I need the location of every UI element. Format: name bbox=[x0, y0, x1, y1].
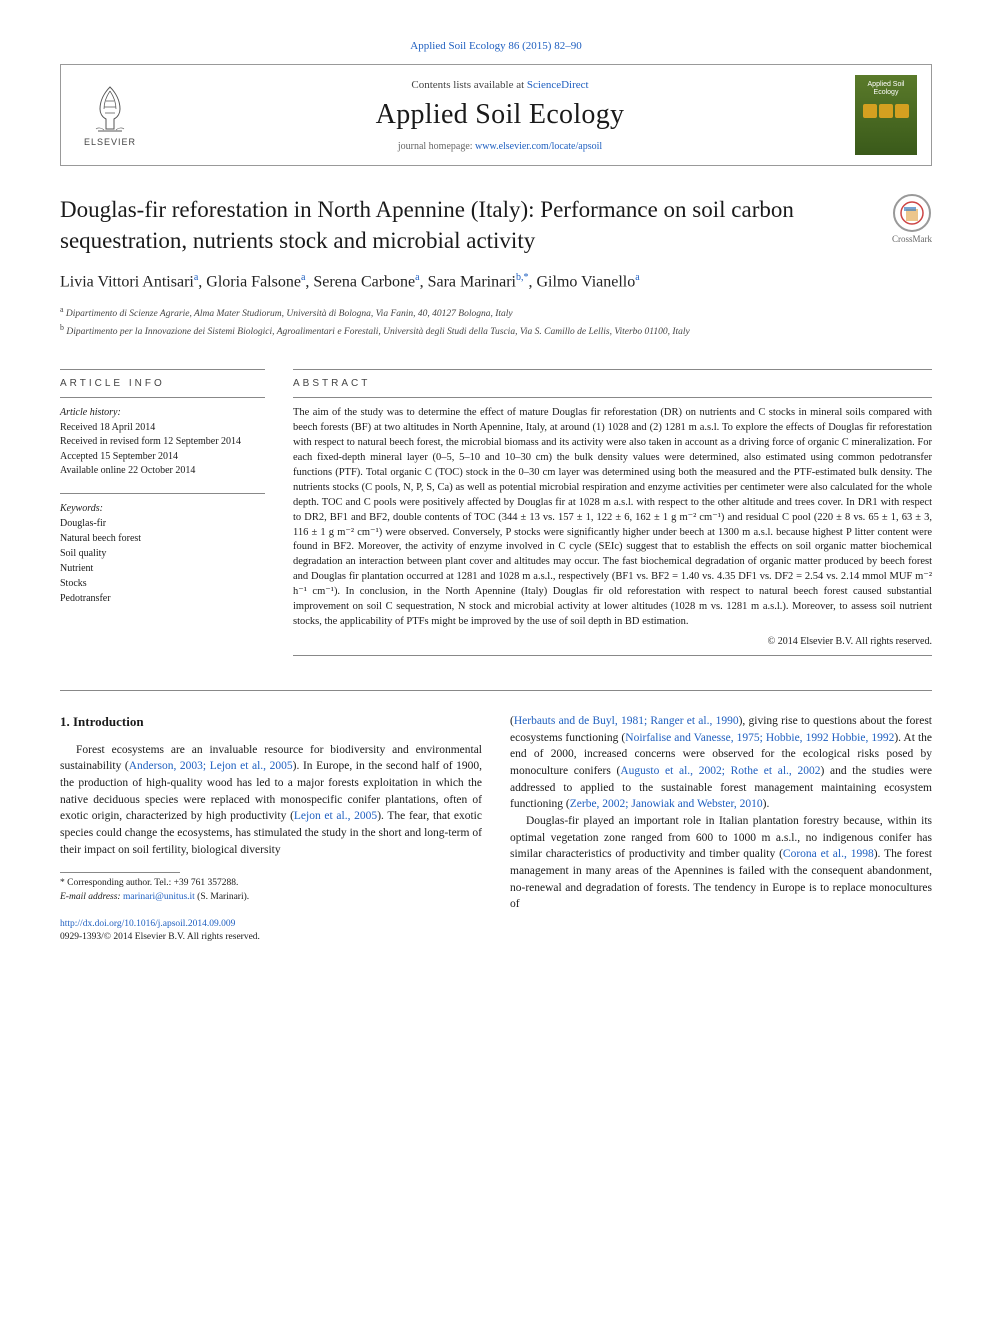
keywords-label: Keywords: bbox=[60, 502, 265, 517]
history-line: Received 18 April 2014 bbox=[60, 421, 265, 436]
contents-line: Contents lists available at ScienceDirec… bbox=[145, 79, 855, 91]
elsevier-tree-icon bbox=[86, 83, 134, 135]
intro-paragraph-2: Douglas-fir played an important role in … bbox=[510, 813, 932, 913]
affiliation-b: b Dipartimento per la Innovazione dei Si… bbox=[60, 322, 932, 339]
keyword: Nutrient bbox=[60, 561, 265, 576]
sciencedirect-link[interactable]: ScienceDirect bbox=[527, 79, 589, 91]
keywords: Keywords: Douglas-firNatural beech fores… bbox=[60, 502, 265, 607]
issn-copyright: 0929-1393/© 2014 Elsevier B.V. All right… bbox=[60, 931, 482, 944]
keyword: Douglas-fir bbox=[60, 516, 265, 531]
citation: Zerbe, 2002; Janowiak and Webster, 2010 bbox=[570, 798, 763, 810]
journal-header: ELSEVIER Contents lists available at Sci… bbox=[60, 64, 932, 166]
cover-icon bbox=[863, 104, 877, 118]
intro-paragraph-1-cont: (Herbauts and de Buyl, 1981; Ranger et a… bbox=[510, 713, 932, 813]
article-info-heading: ARTICLE INFO bbox=[60, 378, 265, 389]
article-history: Article history: Received 18 April 2014R… bbox=[60, 406, 265, 479]
history-line: Received in revised form 12 September 20… bbox=[60, 435, 265, 450]
abstract: ABSTRACT The aim of the study was to det… bbox=[293, 361, 932, 664]
citation: Augusto et al., 2002; Rothe et al., 2002 bbox=[620, 765, 820, 777]
citation: Herbauts and de Buyl, 1981; Ranger et al… bbox=[514, 715, 739, 727]
cover-icons bbox=[863, 104, 909, 118]
keyword: Soil quality bbox=[60, 546, 265, 561]
keyword: Stocks bbox=[60, 576, 265, 591]
publisher-logo: ELSEVIER bbox=[75, 75, 145, 155]
corresponding-tel: * Corresponding author. Tel.: +39 761 35… bbox=[60, 877, 482, 890]
citation: Corona et al., 1998 bbox=[783, 848, 874, 860]
article-footer: http://dx.doi.org/10.1016/j.apsoil.2014.… bbox=[60, 918, 482, 945]
corresponding-email-line: E-mail address: marinari@unitus.it (S. M… bbox=[60, 891, 482, 904]
corresponding-email-link[interactable]: marinari@unitus.it bbox=[123, 892, 195, 902]
doi-link[interactable]: http://dx.doi.org/10.1016/j.apsoil.2014.… bbox=[60, 919, 235, 929]
abstract-copyright: © 2014 Elsevier B.V. All rights reserved… bbox=[293, 636, 932, 647]
homepage-line: journal homepage: www.elsevier.com/locat… bbox=[145, 141, 855, 152]
corresponding-author-note: * Corresponding author. Tel.: +39 761 35… bbox=[60, 877, 482, 904]
intro-paragraph-1: Forest ecosystems are an invaluable reso… bbox=[60, 742, 482, 859]
journal-issue-text: Applied Soil Ecology 86 (2015) 82–90 bbox=[410, 40, 581, 52]
citation: Noirfalise and Vanesse, 1975; Hobbie, 19… bbox=[625, 732, 894, 744]
cover-title: Applied Soil Ecology bbox=[855, 81, 917, 96]
article-info: ARTICLE INFO Article history: Received 1… bbox=[60, 361, 265, 664]
journal-cover: Applied Soil Ecology bbox=[855, 75, 917, 155]
authors: Livia Vittori Antisaria, Gloria Falsonea… bbox=[60, 270, 932, 294]
cover-icon bbox=[895, 104, 909, 118]
body-column-right: (Herbauts and de Buyl, 1981; Ranger et a… bbox=[510, 713, 932, 945]
affiliations: a Dipartimento di Scienze Agrarie, Alma … bbox=[60, 304, 932, 339]
section-heading: 1. Introduction bbox=[60, 713, 482, 732]
abstract-heading: ABSTRACT bbox=[293, 378, 932, 389]
crossmark-icon bbox=[893, 194, 931, 232]
body-column-left: 1. Introduction Forest ecosystems are an… bbox=[60, 713, 482, 945]
article-title: Douglas-fir reforestation in North Apenn… bbox=[60, 194, 892, 256]
keyword: Pedotransfer bbox=[60, 591, 265, 606]
journal-name: Applied Soil Ecology bbox=[145, 99, 855, 131]
keyword: Natural beech forest bbox=[60, 531, 265, 546]
crossmark-label: CrossMark bbox=[892, 234, 932, 244]
citation: Lejon et al., 2005 bbox=[294, 810, 377, 822]
history-label: Article history: bbox=[60, 406, 265, 421]
journal-issue-link[interactable]: Applied Soil Ecology 86 (2015) 82–90 bbox=[60, 40, 932, 52]
citation: Anderson, 2003; Lejon et al., 2005 bbox=[129, 760, 293, 772]
publisher-name: ELSEVIER bbox=[84, 137, 136, 147]
cover-icon bbox=[879, 104, 893, 118]
history-line: Accepted 15 September 2014 bbox=[60, 450, 265, 465]
affiliation-a: a Dipartimento di Scienze Agrarie, Alma … bbox=[60, 304, 932, 321]
crossmark-badge[interactable]: CrossMark bbox=[892, 194, 932, 244]
homepage-link[interactable]: www.elsevier.com/locate/apsoil bbox=[475, 141, 602, 152]
history-line: Available online 22 October 2014 bbox=[60, 464, 265, 479]
abstract-text: The aim of the study was to determine th… bbox=[293, 406, 932, 630]
